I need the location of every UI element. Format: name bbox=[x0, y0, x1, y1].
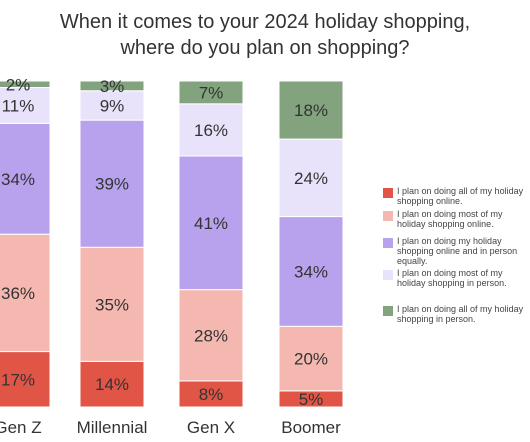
legend-entry-text: shopping online. bbox=[397, 196, 463, 206]
data-label: 8% bbox=[199, 385, 224, 404]
legend-entry-text: I plan on doing all of my holiday bbox=[397, 304, 524, 314]
legend-entry-text: shopping in person. bbox=[397, 314, 476, 324]
legend-entry-text: holiday shopping online. bbox=[397, 219, 494, 229]
legend-swatch bbox=[383, 270, 393, 280]
bar-segment bbox=[178, 289, 244, 382]
data-label: 5% bbox=[299, 390, 324, 409]
bar-segment bbox=[0, 351, 51, 408]
bar-segment bbox=[178, 80, 244, 105]
data-label: 36% bbox=[1, 284, 35, 303]
bar-segment bbox=[79, 90, 145, 121]
legend-entry-text: I plan on doing all of my holiday bbox=[397, 186, 524, 196]
legend-entry-text: I plan on doing most of my bbox=[397, 209, 503, 219]
data-label: 24% bbox=[294, 169, 328, 188]
data-label: 11% bbox=[2, 96, 35, 115]
data-label: 14% bbox=[95, 375, 129, 394]
legend-entry-text: shopping online and in person bbox=[397, 246, 517, 256]
legend-swatch bbox=[383, 238, 393, 248]
legend-entry-text: equally. bbox=[397, 256, 427, 266]
bar-segment bbox=[79, 119, 145, 248]
bar-segment bbox=[79, 360, 145, 408]
bar-segment bbox=[0, 80, 51, 89]
bar-segment bbox=[79, 80, 145, 92]
legend-entry-text: I plan on doing most of my bbox=[397, 268, 503, 278]
data-label: 18% bbox=[294, 101, 328, 120]
bar-segment bbox=[0, 233, 51, 353]
bar-segment bbox=[178, 103, 244, 157]
data-label: 34% bbox=[1, 170, 35, 189]
bar-segment bbox=[278, 80, 344, 140]
data-label: 35% bbox=[95, 295, 129, 314]
data-label: 28% bbox=[194, 326, 228, 345]
data-label: 9% bbox=[100, 96, 125, 115]
bar-segment bbox=[278, 216, 344, 327]
data-label: 41% bbox=[194, 214, 228, 233]
bar-segment bbox=[178, 155, 244, 291]
legend-swatch bbox=[383, 188, 393, 198]
data-label: 2% bbox=[6, 75, 31, 94]
bar-segment bbox=[278, 325, 344, 392]
bar-segment bbox=[178, 380, 244, 408]
category-label: Gen Z bbox=[0, 418, 42, 437]
data-label: 39% bbox=[95, 175, 129, 194]
data-label: 3% bbox=[100, 77, 125, 96]
chart-title-line: When it comes to your 2024 holiday shopp… bbox=[60, 11, 470, 33]
data-label: 7% bbox=[199, 83, 224, 102]
data-label: 34% bbox=[294, 262, 328, 281]
legend-entry-text: I plan on doing my holiday bbox=[397, 236, 502, 246]
legend-entry-text: holiday shopping in person. bbox=[397, 278, 507, 288]
legend-swatch bbox=[383, 306, 393, 316]
data-label: 20% bbox=[294, 350, 328, 369]
bar-segment bbox=[0, 87, 51, 124]
data-label: 17% bbox=[1, 370, 35, 389]
bar-segment bbox=[79, 246, 145, 362]
data-label: 16% bbox=[194, 121, 228, 140]
bar-segment bbox=[278, 138, 344, 218]
chart-title-line: where do you plan on shopping? bbox=[119, 37, 409, 59]
legend-swatch bbox=[383, 211, 393, 221]
bar-segment bbox=[0, 122, 51, 235]
category-label: Gen X bbox=[187, 418, 235, 437]
category-label: Boomer bbox=[281, 418, 341, 437]
category-label: Millennial bbox=[77, 418, 148, 437]
